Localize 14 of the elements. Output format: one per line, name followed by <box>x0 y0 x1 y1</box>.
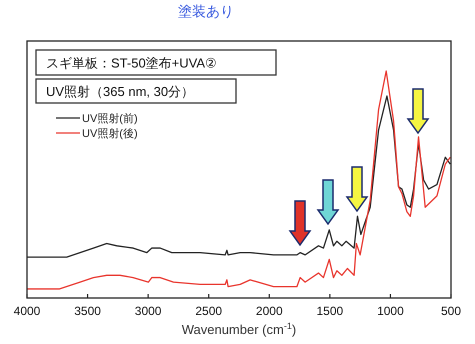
chart-title: 塗装あり <box>178 3 234 19</box>
text: スギ単板：ST-50塗布+UVA② <box>46 56 218 70</box>
x-tick-label: 1500 <box>316 304 344 318</box>
x-tick-label: 2000 <box>256 304 283 318</box>
annotation: UV照射（365 nm, 30分） <box>46 84 194 99</box>
legend-label: UV照射(後) <box>82 127 138 140</box>
x-tick-label: 2500 <box>195 304 222 318</box>
x-tick-label: 1000 <box>377 304 404 318</box>
x-tick-label: 4000 <box>14 304 41 318</box>
x-axis-title: Wavenumber (cm$^{-1}$) <box>182 321 296 337</box>
x-tick-label: 3500 <box>74 304 102 318</box>
x-tick-label: 3000 <box>134 304 162 318</box>
x-tick-label: 500 <box>440 304 462 318</box>
legend-label: UV照射(前) <box>82 112 138 125</box>
